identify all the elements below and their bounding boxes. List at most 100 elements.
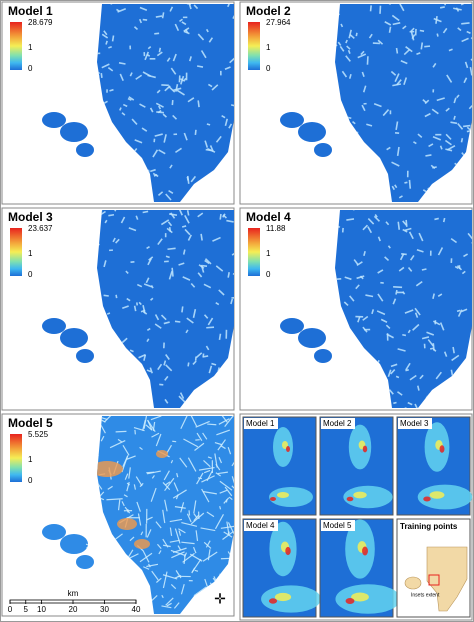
stream bbox=[100, 435, 105, 442]
stream bbox=[151, 570, 159, 581]
stream bbox=[190, 175, 197, 183]
stream bbox=[150, 168, 156, 173]
stream bbox=[200, 264, 205, 273]
stream bbox=[202, 551, 218, 562]
inset-title: Model 5 bbox=[323, 521, 352, 530]
stream bbox=[121, 501, 125, 507]
stream bbox=[214, 441, 223, 446]
stream bbox=[349, 295, 355, 302]
stream bbox=[164, 477, 175, 492]
stream bbox=[398, 266, 405, 272]
stream bbox=[187, 97, 195, 103]
stream bbox=[432, 293, 435, 299]
heat-blob bbox=[362, 445, 368, 453]
legend-max: 5.525 bbox=[28, 430, 49, 439]
stream bbox=[407, 401, 413, 406]
stream bbox=[397, 391, 403, 396]
stream bbox=[392, 22, 401, 26]
stream bbox=[402, 25, 407, 30]
stream bbox=[219, 480, 233, 491]
stream bbox=[231, 485, 234, 489]
stream bbox=[178, 528, 186, 534]
stream bbox=[135, 215, 139, 220]
scale-unit: km bbox=[68, 589, 79, 598]
stream bbox=[189, 416, 198, 427]
stream bbox=[222, 214, 227, 219]
stream bbox=[191, 558, 202, 573]
stream bbox=[196, 432, 203, 442]
stream bbox=[146, 53, 151, 57]
stream bbox=[356, 261, 363, 267]
stream bbox=[407, 267, 413, 272]
stream bbox=[391, 185, 396, 191]
training-map: Training points Insets extent bbox=[396, 518, 471, 618]
stream bbox=[119, 107, 122, 111]
stream bbox=[163, 470, 170, 481]
stream bbox=[101, 33, 109, 39]
stream bbox=[174, 23, 180, 32]
stream bbox=[390, 70, 397, 76]
stream bbox=[180, 584, 185, 595]
stream bbox=[439, 322, 445, 331]
legend-min: 0 bbox=[266, 270, 271, 279]
stream bbox=[183, 132, 188, 141]
stream bbox=[124, 473, 129, 480]
stream bbox=[464, 61, 469, 69]
stream bbox=[163, 321, 170, 325]
stream bbox=[420, 42, 424, 50]
stream bbox=[136, 283, 143, 288]
legend-bar bbox=[248, 228, 260, 276]
stream bbox=[453, 7, 462, 11]
stream bbox=[133, 26, 139, 31]
stream bbox=[409, 374, 417, 381]
stream bbox=[394, 184, 398, 189]
stream bbox=[450, 121, 458, 125]
stream bbox=[443, 351, 448, 357]
stream bbox=[120, 216, 126, 224]
heat-blob bbox=[439, 445, 445, 453]
stream bbox=[108, 46, 112, 49]
stream bbox=[100, 73, 103, 78]
stream bbox=[349, 34, 355, 39]
stream bbox=[162, 574, 178, 580]
stream bbox=[115, 238, 120, 244]
stream bbox=[169, 213, 178, 216]
inset-panel: Model 1 Model 2 Model 3 Model 4 Model 5 Train… bbox=[239, 413, 473, 621]
stream bbox=[106, 312, 111, 315]
heat-blob bbox=[285, 546, 291, 556]
stream bbox=[174, 575, 182, 579]
stream bbox=[404, 227, 412, 232]
stream bbox=[184, 228, 191, 236]
stream bbox=[163, 544, 171, 548]
stream bbox=[186, 513, 192, 523]
stream bbox=[408, 231, 414, 240]
stream bbox=[215, 472, 221, 477]
stream bbox=[200, 527, 216, 532]
stream bbox=[202, 432, 208, 440]
stream bbox=[158, 149, 166, 155]
stream bbox=[106, 498, 123, 501]
stream bbox=[147, 46, 152, 50]
stream bbox=[173, 482, 179, 492]
stream bbox=[166, 57, 171, 62]
stream bbox=[356, 275, 365, 280]
stream bbox=[392, 298, 397, 305]
stream bbox=[195, 420, 210, 428]
stream bbox=[165, 255, 170, 259]
stream bbox=[117, 438, 123, 443]
stream bbox=[445, 133, 452, 140]
stream bbox=[192, 309, 197, 319]
stream bbox=[128, 227, 137, 232]
stream bbox=[139, 6, 148, 12]
stream bbox=[219, 489, 228, 494]
stream bbox=[227, 4, 231, 8]
stream bbox=[183, 27, 190, 32]
stream bbox=[436, 33, 439, 37]
stream bbox=[424, 112, 431, 118]
stream bbox=[461, 270, 466, 275]
stream bbox=[103, 416, 115, 423]
stream bbox=[180, 502, 185, 513]
stream bbox=[453, 97, 457, 104]
stream bbox=[405, 369, 409, 372]
stream bbox=[421, 336, 430, 340]
